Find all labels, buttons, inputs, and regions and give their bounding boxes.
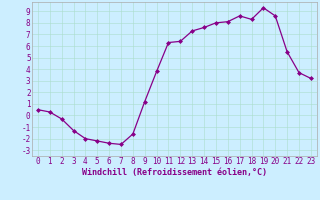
X-axis label: Windchill (Refroidissement éolien,°C): Windchill (Refroidissement éolien,°C) xyxy=(82,168,267,177)
